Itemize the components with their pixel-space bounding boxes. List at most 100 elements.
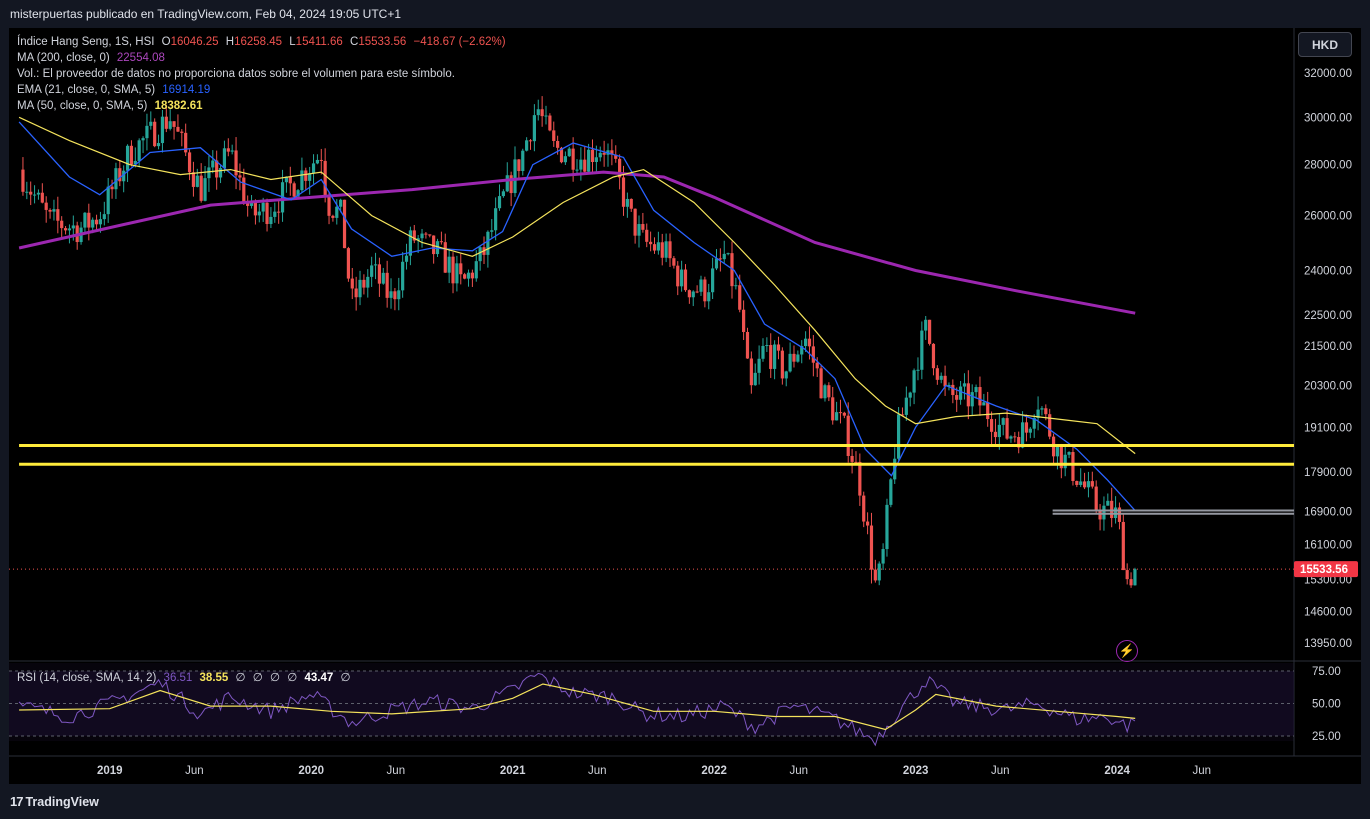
candle-body — [424, 233, 428, 235]
candle-body — [784, 371, 788, 379]
candle-body — [978, 387, 982, 406]
rsi-empty-3: ∅ — [269, 672, 281, 684]
ma50-label: MA (50, close, 0, SMA, 5) — [17, 100, 148, 112]
tradingview-logo[interactable]: 17 TradingView — [10, 794, 99, 809]
candle-body — [552, 130, 556, 142]
candle-body — [145, 125, 149, 139]
candle-body — [292, 183, 296, 197]
candle-body — [699, 279, 703, 292]
ma50-legend[interactable]: MA (50, close, 0, SMA, 5) 18382.61 — [17, 98, 207, 114]
candle-body — [447, 256, 451, 273]
rsi-empty-5: ∅ — [340, 672, 351, 684]
candle-body — [590, 149, 595, 162]
ema21-line — [18, 121, 1136, 512]
candle-body — [412, 230, 416, 241]
candle-body — [230, 150, 234, 152]
candle-body — [815, 362, 819, 369]
chart-area[interactable]: 32000.00 30000.00 28000.00 26000.00 24000.00… — [9, 28, 1361, 784]
lightning-icon[interactable]: ⚡ — [1116, 640, 1138, 662]
candle-body — [904, 397, 908, 415]
candle-body — [811, 346, 815, 363]
candle-body — [311, 163, 316, 174]
candle-body — [315, 159, 320, 164]
ma200-legend[interactable]: MA (200, close, 0) 22554.08 — [17, 50, 169, 66]
candle-body — [567, 148, 571, 157]
rsi-legend[interactable]: RSI (14, close, SMA, 14, 2) 36.51 38.55 … — [17, 670, 354, 686]
ema21-legend[interactable]: EMA (21, close, 0, SMA, 5) 16914.19 — [17, 82, 214, 98]
candle-body — [36, 192, 41, 195]
candle-body — [249, 201, 254, 206]
candle-body — [1071, 452, 1075, 481]
candle-body — [683, 269, 688, 291]
candle-body — [846, 415, 850, 456]
candle-body — [67, 228, 72, 231]
candle-body — [769, 345, 773, 369]
ohlc-open: O16046.25 — [161, 36, 219, 48]
candle-body — [788, 353, 792, 372]
candle-body — [513, 159, 517, 194]
candle-body — [195, 175, 199, 187]
ma200-value: 22554.08 — [116, 52, 165, 64]
volume-legend[interactable]: Vol.: El proveedor de datos no proporcio… — [17, 66, 459, 82]
candle-body — [997, 424, 1001, 438]
candle-body — [528, 140, 533, 142]
currency-button[interactable]: HKD — [1298, 32, 1352, 57]
time-axis-label: Jun — [1192, 765, 1211, 777]
candle-body — [532, 115, 536, 142]
candle-body — [354, 288, 358, 298]
candle-body — [168, 121, 172, 129]
candle-body — [137, 140, 141, 161]
candle-body — [656, 242, 660, 251]
candle-body — [87, 212, 91, 228]
rsi-ma-line — [19, 683, 1136, 731]
candle-body — [916, 369, 920, 371]
candle-body — [714, 258, 719, 269]
candle-body — [986, 402, 990, 420]
symbol-name[interactable]: Índice Hang Seng, 1S, HSI — [17, 36, 155, 48]
candle-body — [885, 504, 889, 550]
candle-body — [273, 211, 277, 217]
candle-body — [629, 198, 633, 209]
time-axis-label: 2022 — [701, 765, 727, 777]
candle-body — [598, 152, 602, 158]
candle-body — [308, 173, 312, 181]
candle-body — [25, 191, 29, 193]
candle-body — [621, 177, 626, 207]
candle-body — [1009, 436, 1013, 439]
candle-body — [1001, 418, 1005, 425]
candle-body — [672, 258, 676, 266]
price-axis-label: 16900.00 — [1304, 506, 1352, 518]
price-axis-label: 21500.00 — [1304, 341, 1352, 353]
ma200-label: MA (200, close, 0) — [17, 52, 110, 64]
price-axis-label: 17900.00 — [1304, 467, 1352, 479]
candle-body — [691, 291, 695, 298]
last-price-badge-label: 15533.56 — [1300, 564, 1348, 576]
candle-body — [331, 215, 335, 218]
candle-body — [296, 190, 300, 197]
footer-bar: 17 TradingView — [0, 785, 1370, 819]
candle-body — [962, 383, 967, 387]
candle-body — [722, 253, 726, 260]
candle-body — [129, 145, 134, 165]
candle-body — [834, 412, 839, 421]
candle-body — [439, 241, 443, 243]
candle-body — [153, 121, 157, 147]
chart-canvas[interactable]: 32000.00 30000.00 28000.00 26000.00 24000.00… — [9, 28, 1361, 784]
candle-body — [497, 196, 502, 209]
candle-body — [738, 285, 742, 310]
candle-body — [521, 150, 525, 172]
candle-body — [494, 208, 498, 231]
candle-body — [587, 149, 591, 172]
candle-body — [664, 241, 668, 258]
candle-body — [284, 176, 289, 183]
candle-body — [184, 132, 188, 153]
candle-body — [91, 219, 95, 228]
candle-body — [1005, 418, 1009, 439]
candle-body — [486, 231, 490, 255]
candle-body — [517, 159, 521, 172]
candle-body — [869, 525, 874, 570]
candle-body — [757, 358, 761, 373]
ma200-line — [18, 170, 1136, 315]
candle-body — [652, 244, 657, 251]
candle-body — [947, 384, 951, 387]
